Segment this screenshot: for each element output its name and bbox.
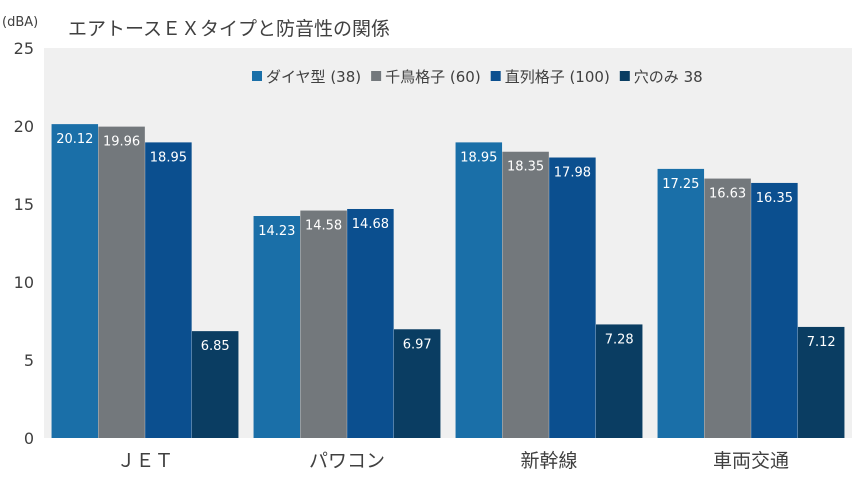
data-label: 7.12: [807, 335, 836, 350]
data-label: 18.95: [150, 150, 187, 165]
bar: [393, 329, 441, 438]
data-label: 16.63: [709, 187, 746, 202]
x-axis: ＪＥＴ パワコン 新幹線 車両交通: [116, 450, 789, 472]
data-label: 17.98: [554, 166, 591, 181]
data-label: 6.85: [201, 339, 230, 354]
data-label: 6.97: [403, 337, 432, 352]
bar: [98, 126, 145, 439]
data-label: 14.68: [352, 217, 389, 232]
x-tick-label: 新幹線: [520, 450, 577, 472]
bar: [657, 168, 705, 438]
legend-entry: ダイヤ型 (38): [266, 68, 361, 86]
legend-entry: 穴のみ 38: [634, 68, 703, 86]
bar: [797, 326, 845, 438]
x-tick-label: パワコン: [309, 450, 385, 472]
data-label: 7.28: [605, 332, 634, 347]
legend-swatch: [619, 71, 630, 81]
x-tick-label: 車両交通: [713, 450, 789, 472]
data-label: 18.95: [460, 150, 497, 165]
y-tick-label: 0: [24, 429, 34, 448]
y-tick-label: 5: [24, 351, 34, 370]
y-tick-label: 10: [14, 273, 34, 292]
legend-entry: 直列格子 (100): [505, 68, 610, 86]
bar: [253, 216, 301, 438]
data-label: 17.25: [662, 177, 699, 192]
bars-group: 20.12 19.96 18.95 6.85 14.23 14.58 14.68 6.97 18…: [51, 124, 845, 439]
bar: [51, 124, 99, 439]
bar: [595, 324, 643, 438]
y-tick-label: 25: [14, 39, 34, 58]
data-label: 18.35: [507, 160, 544, 175]
bar: [704, 178, 751, 438]
chart-title: エアトースＥＸタイプと防音性の関係: [68, 18, 390, 40]
legend: ダイヤ型 (38) 千鳥格子 (60) 直列格子 (100) 穴のみ 38: [252, 68, 703, 86]
bar: [191, 331, 239, 438]
y-tick-label: 20: [14, 117, 34, 136]
data-label: 19.96: [103, 135, 140, 150]
bar: [549, 157, 596, 438]
data-label: 16.35: [756, 191, 793, 206]
legend-swatch: [371, 71, 382, 81]
bar: [502, 151, 549, 439]
x-tick-label: ＪＥＴ: [116, 450, 173, 472]
unit-label: (dBA): [2, 15, 38, 30]
legend-swatch: [252, 71, 262, 81]
bar: [455, 142, 503, 438]
bar: [347, 208, 394, 438]
legend-swatch: [490, 71, 501, 81]
data-label: 14.58: [305, 219, 342, 234]
data-label: 14.23: [258, 224, 295, 239]
y-axis: 0 5 10 15 20 25: [14, 39, 34, 448]
legend-entry: 千鳥格子 (60): [385, 68, 481, 86]
bar: [145, 142, 192, 438]
bar: [751, 182, 798, 438]
y-tick-label: 15: [14, 195, 34, 214]
bar: [300, 210, 347, 438]
data-label: 20.12: [56, 132, 93, 147]
